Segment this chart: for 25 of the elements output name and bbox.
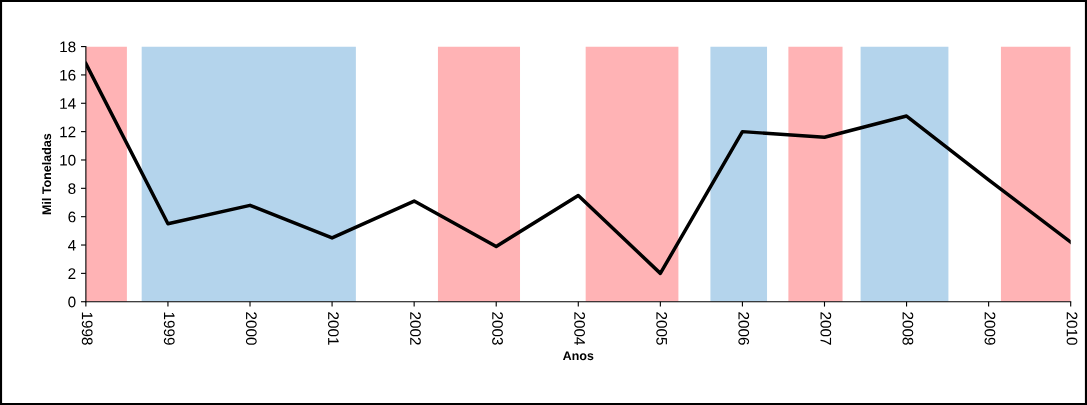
y-tick-label: 0 <box>68 296 76 308</box>
y-tick-label: 16 <box>60 69 76 81</box>
x-tick-label: 2008 <box>902 312 914 345</box>
y-tick-label: 12 <box>60 126 76 138</box>
x-tick-label: 2010 <box>1066 312 1078 345</box>
y-tick-label: 2 <box>68 268 76 279</box>
x-tick-label: 2009 <box>984 312 996 345</box>
x-tick-label: 2004 <box>574 312 585 345</box>
y-tick-label: 4 <box>68 240 76 251</box>
y-tick-label: 8 <box>68 183 76 195</box>
x-tick-label: 2000 <box>245 312 257 345</box>
x-tick-label: 1998 <box>81 312 93 345</box>
x-tick-label: 2007 <box>820 312 832 345</box>
y-axis-title: Mil Toneladas <box>41 133 52 215</box>
x-tick-label: 2005 <box>656 312 668 345</box>
y-tick-label: 6 <box>68 211 76 223</box>
y-tick-label: 14 <box>60 98 76 109</box>
x-tick-label: 2003 <box>492 312 503 345</box>
y-tick-label: 18 <box>60 41 76 53</box>
y-tick-label: 10 <box>60 154 76 166</box>
x-tick-label: 1999 <box>163 312 175 345</box>
x-axis-title: Anos <box>562 351 594 361</box>
x-tick-label: 2006 <box>738 312 750 345</box>
x-tick-label: 2002 <box>410 312 421 345</box>
x-tick-label: 2001 <box>327 312 339 345</box>
